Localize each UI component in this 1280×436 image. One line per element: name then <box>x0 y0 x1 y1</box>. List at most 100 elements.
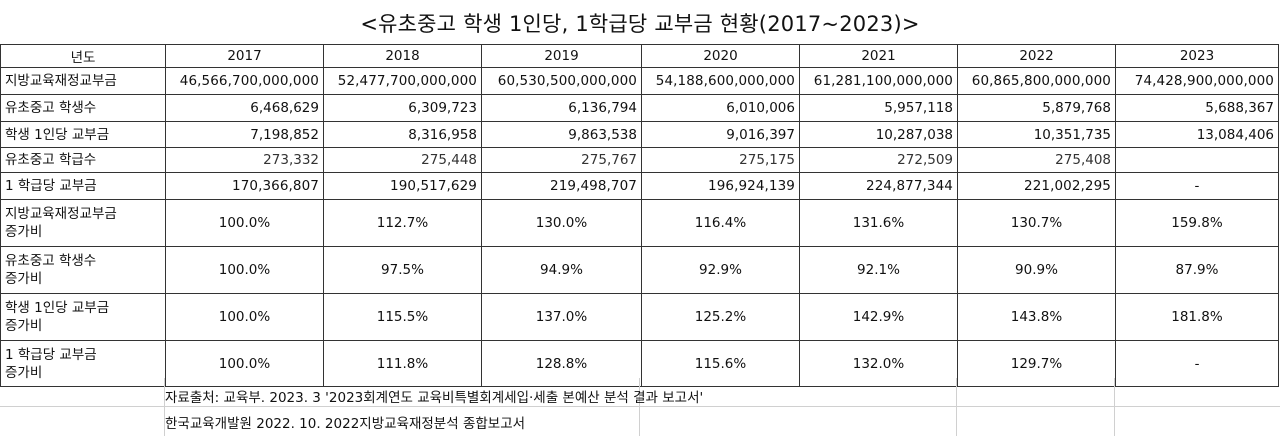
table-cell[interactable]: 131.6% <box>799 199 958 247</box>
table-cell[interactable]: 128.8% <box>481 340 642 387</box>
table-cell[interactable]: 272,509 <box>799 147 958 173</box>
header-year-2020[interactable]: 2020 <box>641 44 800 68</box>
header-year-2019[interactable]: 2019 <box>481 44 642 68</box>
table-cell[interactable]: 6,468,629 <box>165 94 324 122</box>
row-label-line2: 증가비 <box>5 364 43 381</box>
row-label[interactable]: 유초중고 학생수 증가비 <box>0 246 166 294</box>
table-cell[interactable]: 6,010,006 <box>641 94 800 122</box>
table-cell[interactable]: 170,366,807 <box>165 172 324 200</box>
table-row: 1 학급당 교부금 증가비 100.0% 111.8% 128.8% 115.6%… <box>0 340 1279 387</box>
table-cell[interactable]: 115.5% <box>323 293 482 341</box>
table-cell[interactable]: 181.8% <box>1115 293 1279 341</box>
table-cell[interactable]: 74,428,900,000,000 <box>1115 67 1279 95</box>
source-note-1[interactable]: 자료출처: 교육부. 2023. 3 '2023회계연도 교육비특별회계세입·세… <box>165 390 704 406</box>
table-cell[interactable]: 5,688,367 <box>1115 94 1279 122</box>
table-row: 지방교육재정교부금 46,566,700,000,000 52,477,700,… <box>0 67 1279 95</box>
table-cell[interactable]: 275,767 <box>481 147 642 173</box>
header-year-2018[interactable]: 2018 <box>323 44 482 68</box>
row-label[interactable]: 유초중고 학생수 <box>0 94 166 122</box>
table-cell[interactable]: 111.8% <box>323 340 482 387</box>
table-cell[interactable]: 46,566,700,000,000 <box>165 67 324 95</box>
table-cell[interactable]: 100.0% <box>165 246 324 294</box>
table-cell[interactable]: 130.7% <box>957 199 1116 247</box>
row-label-line2: 증가비 <box>5 271 43 287</box>
table-cell[interactable]: 6,136,794 <box>481 94 642 122</box>
table-cell[interactable]: 112.7% <box>323 199 482 247</box>
table-cell[interactable]: 130.0% <box>481 199 642 247</box>
table-row: 유초중고 학생수 6,468,629 6,309,723 6,136,794 6… <box>0 94 1279 122</box>
table-row: 학생 1인당 교부금 7,198,852 8,316,958 9,863,538… <box>0 121 1279 148</box>
table-cell[interactable]: 137.0% <box>481 293 642 341</box>
table-cell[interactable]: 13,084,406 <box>1115 121 1279 148</box>
header-year-2017[interactable]: 2017 <box>165 44 324 68</box>
grid-line <box>639 378 640 436</box>
table-cell[interactable]: 7,198,852 <box>165 121 324 148</box>
row-label[interactable]: 1 학급당 교부금 <box>0 172 166 200</box>
source-note-2[interactable]: 한국교육개발원 2022. 10. 2022지방교육재정분석 종합보고서 <box>165 416 526 432</box>
row-label[interactable]: 유초중고 학급수 <box>0 147 166 173</box>
header-year-2022[interactable]: 2022 <box>957 44 1116 68</box>
table-cell[interactable]: 273,332 <box>165 147 324 173</box>
table-cell[interactable]: 221,002,295 <box>957 172 1116 200</box>
table-cell[interactable]: - <box>1115 172 1279 200</box>
table-cell[interactable]: 115.6% <box>641 340 800 387</box>
table-cell[interactable]: 54,188,600,000,000 <box>641 67 800 95</box>
header-year-label[interactable]: 년도 <box>0 44 166 68</box>
table-cell[interactable]: 100.0% <box>165 340 324 387</box>
row-label[interactable]: 지방교육재정교부금 <box>0 67 166 95</box>
table-cell[interactable]: 100.0% <box>165 199 324 247</box>
table-cell[interactable]: 100.0% <box>165 293 324 341</box>
table-cell[interactable]: 10,351,735 <box>957 121 1116 148</box>
row-label-line1: 1 학급당 교부금 <box>5 346 97 363</box>
table-cell[interactable]: 275,448 <box>323 147 482 173</box>
table-cell[interactable]: 129.7% <box>957 340 1116 387</box>
table-cell[interactable]: 92.1% <box>799 246 958 294</box>
grid-line <box>0 406 1280 407</box>
table-cell[interactable]: 52,477,700,000,000 <box>323 67 482 95</box>
row-label[interactable]: 지방교육재정교부금 증가비 <box>0 199 166 247</box>
table-cell[interactable]: 97.5% <box>323 246 482 294</box>
table-cell[interactable]: 190,517,629 <box>323 172 482 200</box>
table-cell[interactable]: 60,865,800,000,000 <box>957 67 1116 95</box>
table-cell[interactable]: 143.8% <box>957 293 1116 341</box>
table-cell[interactable]: 90.9% <box>957 246 1116 294</box>
table-row: 유초중고 학급수 273,332 275,448 275,767 275,175… <box>0 147 1279 173</box>
table-cell[interactable]: 125.2% <box>641 293 800 341</box>
row-label[interactable]: 학생 1인당 교부금 <box>0 121 166 148</box>
table-cell[interactable]: 224,877,344 <box>799 172 958 200</box>
table-cell[interactable]: 94.9% <box>481 246 642 294</box>
table-cell[interactable]: 116.4% <box>641 199 800 247</box>
table-cell[interactable]: 8,316,958 <box>323 121 482 148</box>
table-cell[interactable]: 60,530,500,000,000 <box>481 67 642 95</box>
table-cell[interactable]: 92.9% <box>641 246 800 294</box>
table-cell[interactable]: - <box>1115 340 1279 387</box>
table-cell[interactable] <box>1115 147 1279 173</box>
table-cell[interactable]: 5,879,768 <box>957 94 1116 122</box>
grid-line <box>164 378 165 436</box>
row-label[interactable]: 학생 1인당 교부금 증가비 <box>0 293 166 341</box>
table-cell[interactable]: 275,408 <box>957 147 1116 173</box>
table-cell[interactable]: 6,309,723 <box>323 94 482 122</box>
table-cell[interactable]: 10,287,038 <box>799 121 958 148</box>
table-cell[interactable]: 87.9% <box>1115 246 1279 294</box>
header-year-2023[interactable]: 2023 <box>1115 44 1279 68</box>
table-cell[interactable]: 196,924,139 <box>641 172 800 200</box>
table-cell[interactable]: 9,863,538 <box>481 121 642 148</box>
budget-table: 년도 2017 2018 2019 2020 2021 2022 2023 지방… <box>0 44 1279 387</box>
grid-line <box>956 378 957 436</box>
table-cell[interactable]: 275,175 <box>641 147 800 173</box>
table-title: <유초중고 학생 1인당, 1학급당 교부금 현황(2017~2023)> <box>360 12 920 36</box>
row-label[interactable]: 1 학급당 교부금 증가비 <box>0 340 166 387</box>
table-cell[interactable]: 219,498,707 <box>481 172 642 200</box>
table-cell[interactable]: 159.8% <box>1115 199 1279 247</box>
table-cell[interactable]: 61,281,100,000,000 <box>799 67 958 95</box>
header-year-2021[interactable]: 2021 <box>799 44 958 68</box>
table-cell[interactable]: 9,016,397 <box>641 121 800 148</box>
row-label-line1: 학생 1인당 교부금 <box>5 300 110 316</box>
table-cell[interactable]: 132.0% <box>799 340 958 387</box>
table-row: 학생 1인당 교부금 증가비 100.0% 115.5% 137.0% 125.2… <box>0 293 1279 341</box>
table-cell[interactable]: 5,957,118 <box>799 94 958 122</box>
row-label-line2: 증가비 <box>5 224 43 240</box>
table-cell[interactable]: 142.9% <box>799 293 958 341</box>
